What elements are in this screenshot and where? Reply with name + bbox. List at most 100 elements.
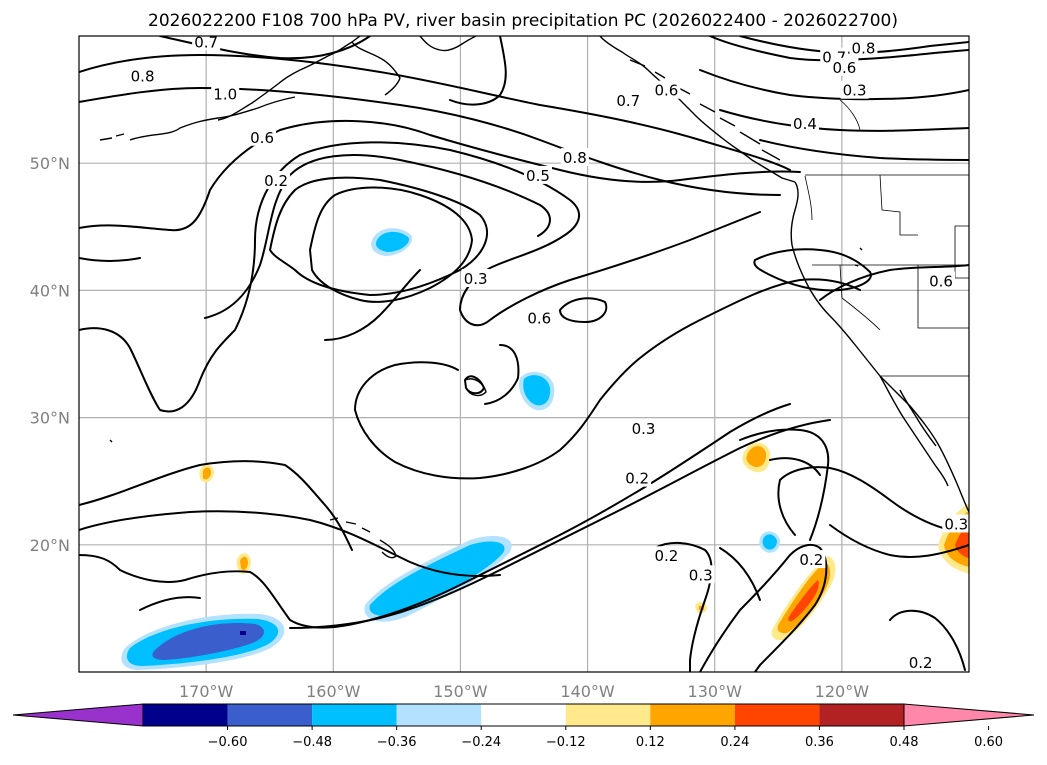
svg-text:0.8: 0.8: [131, 68, 155, 86]
svg-text:0.6: 0.6: [250, 129, 274, 147]
colorbar-segment: [312, 704, 397, 726]
precip-blob-east-pacific-orange: [742, 442, 771, 473]
precip-blob-subtropical-band: [364, 536, 512, 622]
contour-label: 0.7: [192, 36, 221, 51]
map-title: 2026022200 F108 700 hPa PV, river basin …: [148, 11, 898, 31]
contour-label: 0.2: [906, 653, 935, 672]
svg-text:0.3: 0.3: [944, 515, 968, 533]
contour-label: 0.6: [652, 80, 681, 100]
longitude-tick-labels: 170°W 160°W 150°W 140°W 130°W 120°W: [179, 682, 869, 701]
contour-label: 0.8: [128, 66, 157, 86]
contour-label: 0.4: [790, 113, 819, 133]
contour-label: 0.3: [461, 268, 490, 288]
svg-text:0.2: 0.2: [909, 654, 933, 672]
colorbar-tick-label: 0.12: [636, 735, 665, 750]
lat-tick-label: 30°N: [30, 409, 70, 428]
precip-blob-north-pacific-low: [371, 228, 413, 256]
lon-tick-label: 140°W: [560, 682, 615, 701]
svg-text:0.3: 0.3: [632, 420, 656, 438]
lon-tick-label: 160°W: [306, 682, 361, 701]
contour-label: 0.6: [927, 271, 956, 290]
precip-blob-small-orange-2: [236, 553, 251, 574]
colorbar-segment: [819, 704, 904, 726]
precip-blob-small-blue: [759, 531, 781, 553]
lon-tick-label: 120°W: [815, 682, 870, 701]
contour-label: 0.6: [248, 127, 277, 147]
precip-blob-central-pacific: [518, 371, 555, 411]
contour-label: 0.3: [629, 419, 658, 438]
colorbar-segment: [650, 704, 735, 726]
svg-text:0.6: 0.6: [929, 272, 953, 290]
map-frame: [78, 35, 970, 673]
colorbar-segment: [227, 704, 313, 726]
colorbar-segment: [481, 704, 566, 726]
lat-tick-label: 40°N: [30, 281, 70, 300]
colorbar: −0.60 −0.48 −0.36 −0.24 −0.12 0.12 0.24 0.36 0.4…: [12, 703, 1035, 750]
contour-label: 0.7: [614, 90, 643, 110]
colorbar-tick-label: 0.36: [805, 735, 834, 750]
svg-text:0.7: 0.7: [616, 92, 640, 110]
colorbar-segment: [565, 704, 651, 726]
colorbar-tick-label: 0.48: [890, 735, 919, 750]
svg-text:0.2: 0.2: [654, 547, 678, 565]
colorbar-tick-label: −0.36: [377, 735, 417, 750]
contour-label: 0.6: [830, 57, 859, 77]
contour-label: 0.2: [797, 550, 826, 569]
svg-text:0.4: 0.4: [793, 115, 817, 133]
colorbar-tick-label: −0.24: [461, 735, 501, 750]
contour-label: 0.5: [523, 165, 552, 185]
svg-text:1.0: 1.0: [213, 86, 237, 104]
coastlines: [99, 36, 969, 559]
precip-blob-baja-offshore: [771, 556, 836, 641]
svg-text:0.6: 0.6: [654, 82, 678, 100]
svg-text:0.6: 0.6: [832, 59, 856, 77]
colorbar-frame: [142, 703, 905, 727]
colorbar-tick-label: −0.60: [208, 735, 248, 750]
contour-label: 0.2: [652, 546, 681, 565]
longitude-gridlines: [205, 36, 843, 672]
colorbar-segment: [143, 704, 228, 726]
colorbar-tick-label: −0.48: [292, 735, 332, 750]
contour-label: 0.3: [840, 80, 869, 100]
contour-label: 1.0: [211, 84, 240, 104]
contour-label: 0.3: [686, 565, 715, 584]
lat-tick-label: 20°N: [30, 536, 70, 555]
colorbar-segment: [396, 704, 482, 726]
svg-text:0.2: 0.2: [264, 172, 288, 190]
precipitation-shading: [121, 228, 969, 670]
contour-label: 0.2: [623, 468, 652, 488]
colorbar-tick-label: 0.24: [720, 735, 749, 750]
svg-text:0.8: 0.8: [563, 149, 587, 167]
lat-tick-label: 50°N: [30, 154, 70, 173]
contour-label: 0.8: [849, 38, 878, 58]
political-borders: [804, 99, 969, 377]
svg-text:0.4: 0.4: [1005, 281, 1029, 299]
colorbar-tick-label: −0.12: [546, 735, 586, 750]
precip-blob-small-orange-1: [199, 464, 214, 483]
svg-text:0.8: 0.8: [852, 40, 876, 58]
svg-text:0.5: 0.5: [526, 167, 550, 185]
svg-text:0.3: 0.3: [843, 82, 867, 100]
svg-text:0.3: 0.3: [689, 566, 713, 584]
contour-label: 0.2: [262, 171, 291, 190]
contour-label: 0.6: [525, 308, 554, 327]
svg-text:0.2: 0.2: [625, 470, 649, 488]
svg-text:0.3: 0.3: [464, 270, 488, 288]
colorbar-extend-high: [903, 703, 1035, 727]
lon-tick-label: 170°W: [179, 682, 234, 701]
pv-contours: [79, 36, 969, 672]
lon-tick-label: 130°W: [688, 682, 743, 701]
contour-label: 0.8: [560, 148, 589, 167]
map-panel: 0.70.81.00.60.20.80.50.70.60.80.70.60.30…: [78, 35, 1029, 673]
colorbar-tick-label: 0.60: [974, 735, 1003, 750]
precip-blob-south-of-aleutians: [121, 613, 285, 670]
colorbar-extend-low: [12, 703, 144, 727]
contour-labels: 0.70.81.00.60.20.80.50.70.60.80.70.60.30…: [128, 36, 1029, 672]
svg-text:0.2: 0.2: [799, 551, 823, 569]
latitude-tick-labels: 50°N 40°N 30°N 20°N: [30, 154, 70, 555]
contour-label: 0.3: [942, 514, 969, 533]
colorbar-segment: [734, 704, 820, 726]
latitude-gridlines: [79, 162, 969, 546]
lon-tick-label: 150°W: [433, 682, 488, 701]
